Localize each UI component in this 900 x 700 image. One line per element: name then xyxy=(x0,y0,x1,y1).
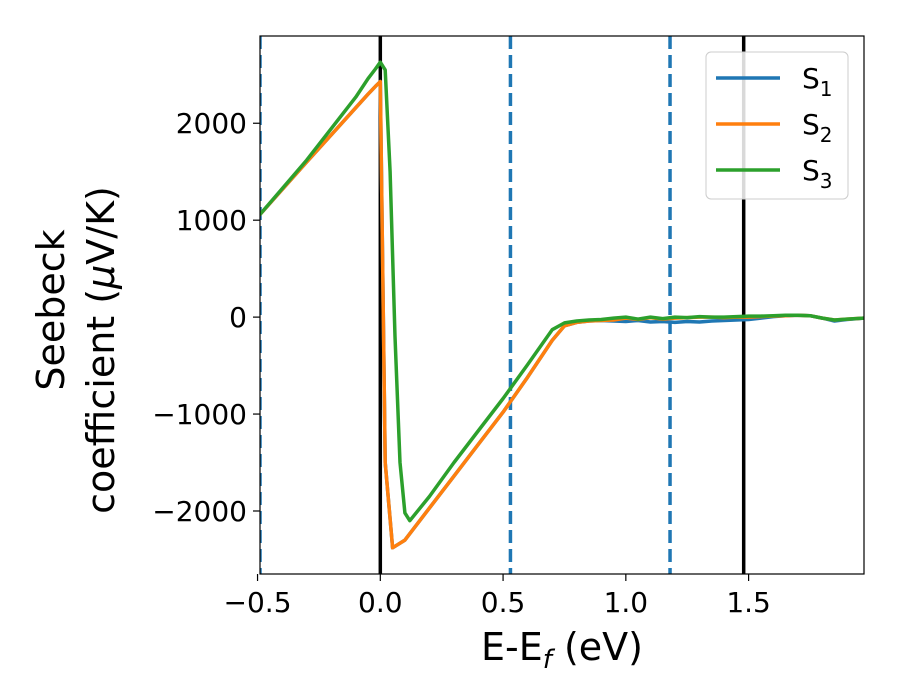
x-tick-label: −0.5 xyxy=(224,586,292,619)
reference-lines xyxy=(260,36,746,574)
y-tick-label: 1000 xyxy=(176,204,247,237)
series-line-s3 xyxy=(260,60,864,523)
y-tick-label: 0 xyxy=(229,301,247,334)
plot-frame xyxy=(259,35,865,575)
y-tick-label: −1000 xyxy=(152,398,247,431)
x-axis-label: E-Ef (eV) xyxy=(481,625,643,675)
series-lines xyxy=(260,60,864,550)
y-tick-label: 2000 xyxy=(176,107,247,140)
x-tick-label: 1.0 xyxy=(604,586,649,619)
x-tick-label: 0.5 xyxy=(481,586,526,619)
legend-label-s3: S3 xyxy=(802,154,833,193)
x-axis-ticks: −0.5 0.0 0.5 1.0 1.5 xyxy=(224,574,771,619)
y-axis-label-line1: Seebeck xyxy=(29,229,73,390)
y-tick-label: −2000 xyxy=(152,495,247,528)
y-axis-label-line2: coefficient (μV/K) xyxy=(79,186,123,514)
x-tick-label: 1.5 xyxy=(726,586,771,619)
y-axis-ticks: −2000 −1000 0 1000 2000 xyxy=(152,107,260,528)
x-tick-label: 0.0 xyxy=(358,586,403,619)
